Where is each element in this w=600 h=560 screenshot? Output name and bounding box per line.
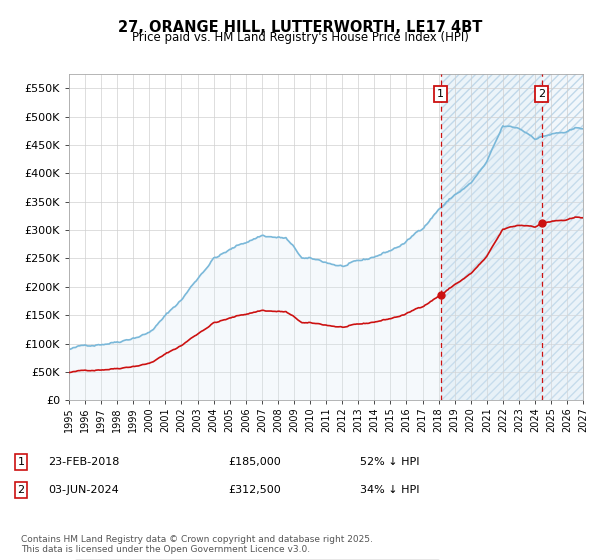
Text: 2: 2 — [538, 89, 545, 99]
Text: 1: 1 — [17, 457, 25, 467]
Text: 03-JUN-2024: 03-JUN-2024 — [48, 485, 119, 495]
Text: 52% ↓ HPI: 52% ↓ HPI — [360, 457, 419, 467]
Text: Price paid vs. HM Land Registry's House Price Index (HPI): Price paid vs. HM Land Registry's House … — [131, 31, 469, 44]
Text: 34% ↓ HPI: 34% ↓ HPI — [360, 485, 419, 495]
Bar — [440, 74, 542, 400]
Text: £312,500: £312,500 — [228, 485, 281, 495]
Bar — [542, 74, 583, 400]
Text: Contains HM Land Registry data © Crown copyright and database right 2025.
This d: Contains HM Land Registry data © Crown c… — [21, 535, 373, 554]
Bar — [440, 74, 542, 400]
Bar — [542, 74, 583, 400]
Text: £185,000: £185,000 — [228, 457, 281, 467]
Text: 2: 2 — [17, 485, 25, 495]
Text: 1: 1 — [437, 89, 444, 99]
Text: 27, ORANGE HILL, LUTTERWORTH, LE17 4BT: 27, ORANGE HILL, LUTTERWORTH, LE17 4BT — [118, 20, 482, 35]
Text: 23-FEB-2018: 23-FEB-2018 — [48, 457, 119, 467]
